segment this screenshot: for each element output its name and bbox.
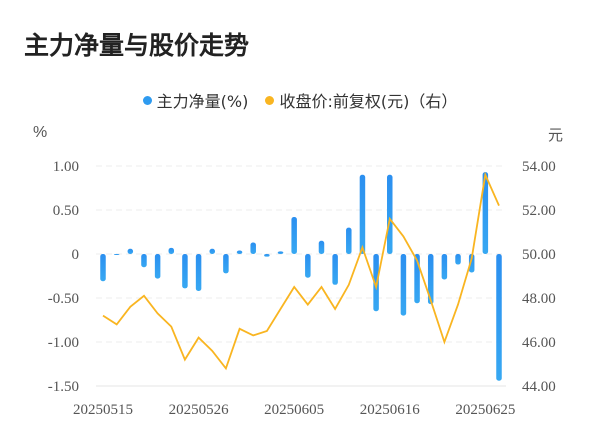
net-flow-bar[interactable]	[195, 254, 202, 291]
net-flow-bars	[100, 172, 502, 381]
left-tick-label: -1.00	[48, 335, 79, 351]
net-flow-bar[interactable]	[168, 247, 175, 254]
net-flow-bar[interactable]	[387, 174, 393, 254]
net-flow-bar[interactable]	[127, 248, 134, 254]
net-flow-bar[interactable]	[455, 254, 461, 265]
net-flow-bar[interactable]	[277, 251, 284, 254]
legend: 主力净量(%) 收盘价:前复权(元)（右）	[0, 88, 600, 112]
net-flow-bar[interactable]	[346, 227, 352, 254]
right-tick-label: 48.00	[522, 291, 556, 307]
net-flow-bar[interactable]	[482, 172, 489, 254]
x-tick-label: 20250605	[264, 402, 324, 418]
net-flow-bar[interactable]	[182, 254, 188, 289]
right-tick-label: 46.00	[522, 335, 556, 351]
left-axis-ticks: 1.00 0.50 0 -0.50 -1.00 -1.50	[48, 159, 79, 395]
right-tick-label: 44.00	[522, 379, 556, 395]
net-flow-bar[interactable]	[236, 250, 243, 254]
x-tick-label: 20250616	[360, 402, 421, 418]
net-flow-bar[interactable]	[100, 254, 106, 282]
net-flow-bar[interactable]	[468, 254, 475, 273]
left-tick-label: 0.50	[53, 203, 79, 219]
legend-item-net-flow[interactable]: 主力净量(%)	[142, 88, 249, 112]
net-flow-bar[interactable]	[209, 248, 215, 254]
left-tick-label: -0.50	[48, 291, 79, 307]
x-tick-label: 20250515	[73, 402, 133, 418]
net-flow-bar[interactable]	[427, 254, 434, 305]
net-flow-bar[interactable]	[264, 254, 270, 257]
net-flow-bar[interactable]	[250, 242, 256, 254]
left-tick-label: -1.50	[48, 379, 79, 395]
net-flow-bar[interactable]	[359, 174, 366, 254]
legend-label-close-price: 收盘价:前复权(元)（右）	[279, 92, 458, 111]
left-axis-unit: %	[33, 124, 48, 141]
close-price-line	[102, 171, 500, 371]
net-flow-bar[interactable]	[154, 254, 161, 279]
net-flow-bar[interactable]	[318, 240, 325, 254]
net-flow-bar[interactable]	[305, 254, 311, 278]
net-flow-bar[interactable]	[441, 254, 448, 280]
legend-item-close-price[interactable]: 收盘价:前复权(元)（右）	[265, 88, 457, 112]
x-axis-ticks: 20250515 20250526 20250605 20250616 20250625	[73, 402, 515, 418]
right-tick-label: 50.00	[522, 247, 556, 263]
net-flow-bar[interactable]	[113, 254, 120, 255]
net-flow-bar[interactable]	[332, 254, 338, 285]
right-tick-label: 52.00	[522, 203, 556, 219]
right-tick-label: 54.00	[522, 159, 556, 175]
left-tick-label: 1.00	[53, 159, 79, 175]
left-tick-label: 0	[72, 247, 80, 263]
net-flow-bar[interactable]	[291, 217, 297, 254]
right-axis-unit: 元	[548, 126, 564, 144]
legend-label-net-flow: 主力净量(%)	[156, 92, 249, 111]
net-flow-bar[interactable]	[141, 254, 147, 268]
net-flow-bar[interactable]	[400, 254, 407, 316]
net-flow-bar[interactable]	[223, 254, 229, 274]
net-flow-bar[interactable]	[496, 254, 502, 381]
x-tick-label: 20250625	[455, 402, 515, 418]
grid-lines	[96, 165, 506, 387]
legend-dot-orange-icon	[265, 95, 275, 105]
legend-dot-blue-icon	[142, 95, 152, 105]
close-price-polyline[interactable]	[102, 171, 500, 371]
right-axis-ticks: 54.00 52.00 50.00 48.00 46.00 44.00	[522, 159, 556, 395]
x-tick-label: 20250526	[169, 402, 230, 418]
chart-title: 主力净量与股价走势	[24, 31, 250, 60]
